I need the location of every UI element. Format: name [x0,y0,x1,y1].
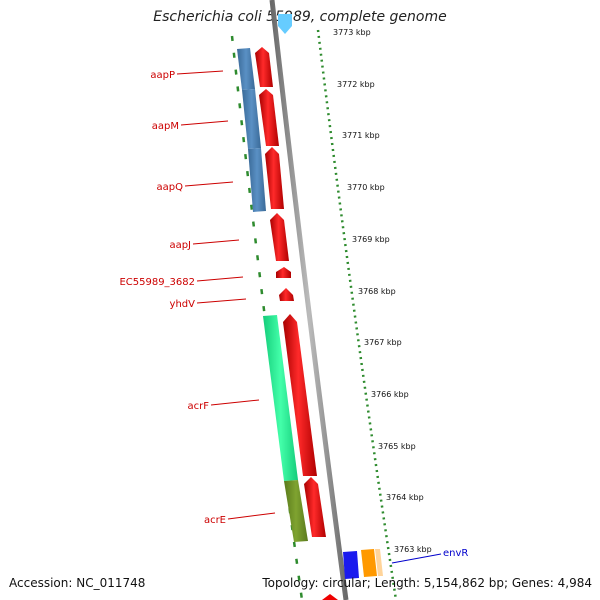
gene-arrow-EC55989_3682 [276,267,291,278]
gene-arrow-aapJ [270,213,289,261]
gene-arrow-bottom [322,594,338,600]
ruler-tick-label: 3764 kbp [386,493,424,502]
cog-track [237,48,308,542]
gene-label-EC55989_3682: EC55989_3682 [119,277,195,288]
ruler-tick-label: 3766 kbp [371,390,409,399]
gene-block-envR-orange [361,549,377,577]
ruler-tick-label: 3767 kbp [364,338,402,347]
cog-block-aapM [242,89,261,149]
leader-acrF [210,399,260,406]
gene-label-aapP: aapP [150,70,175,81]
leader-aapM [180,120,229,126]
ruler-tick-label: 3769 kbp [352,235,390,244]
map-title: Escherichia coli 55989, complete genome [153,9,447,25]
gene-label-envR: envR [443,548,468,559]
ruler-tick-label: 3763 kbp [394,545,432,554]
leader-aapJ [192,239,240,245]
leader-envR [391,553,442,564]
leader-EC55989_3682 [196,276,244,282]
gene-arrow-yhdV [279,288,294,301]
ruler-tick-label: 3773 kbp [333,28,371,37]
leader-aapQ [184,181,234,187]
leader-acrE [227,512,276,520]
cds-track [255,47,338,600]
ruler-tick-label: 3772 kbp [337,80,375,89]
cog-block-aapP [237,48,255,90]
cog-block-acrE [284,480,308,542]
accession-text: Accession: NC_011748 [9,576,146,590]
genome-summary-text: Topology: circular; Length: 5,154,862 bp… [262,576,592,590]
gene-block-envR-pale [375,549,383,576]
leader-aapP [176,70,224,75]
outer-tick-ring [316,29,398,600]
label-leaders [176,70,442,564]
ruler-tick-label: 3765 kbp [378,442,416,451]
genome-backbone [269,0,349,600]
gene-label-aapJ: aapJ [169,240,191,251]
gene-block-envR-blue [343,551,359,579]
gene-label-aapM: aapM [152,121,179,132]
gene-arrow-aapM [259,89,279,146]
cog-block-aapQ [248,148,266,212]
gene-arrow-aapP [255,47,273,87]
gene-top-cyan [278,14,292,34]
ruler-tick-label: 3770 kbp [347,183,385,192]
cog-block-acrF [263,315,298,481]
gene-label-acrF: acrF [188,401,210,412]
gene-label-acrE: acrE [204,515,226,526]
ruler-labels: 3773 kbp 3772 kbp 3771 kbp 3770 kbp 3769… [333,28,432,554]
leader-yhdV [196,298,247,304]
gene-labels: aapP aapM aapQ aapJ EC55989_3682 yhdV ac… [119,70,468,559]
gene-arrow-acrE [304,477,326,537]
gene-label-aapQ: aapQ [157,182,184,193]
gene-arrow-acrF [283,314,317,476]
ruler-tick-label: 3768 kbp [358,287,396,296]
ruler-tick-label: 3771 kbp [342,131,380,140]
gene-label-yhdV: yhdV [170,299,196,310]
gene-arrow-aapQ [265,147,284,209]
